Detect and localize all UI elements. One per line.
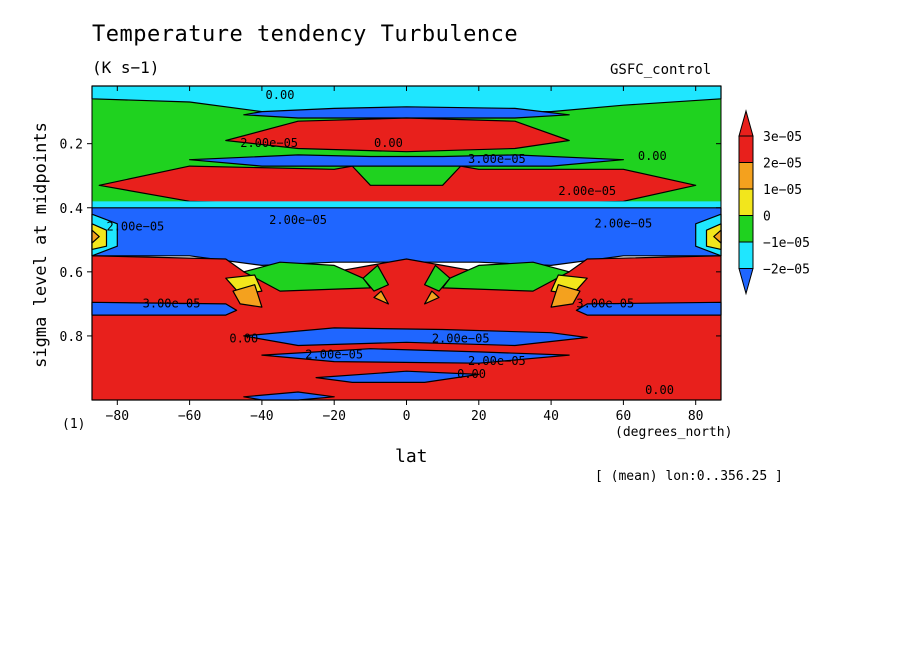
colorbar-swatch: [738, 241, 754, 269]
x-axis: −80 −60 −40 −20 0 20 40 60 80: [106, 86, 704, 424]
contour-region: [424, 290, 440, 305]
colorbar-swatch: [738, 188, 754, 216]
contour-label: 2.00e−05: [305, 348, 363, 362]
x-tick-label: −80: [106, 409, 129, 424]
contour-region: [424, 264, 451, 292]
contour-region: [243, 106, 570, 119]
colorbar-label: 2e−05: [763, 157, 802, 172]
contour-region: [225, 117, 570, 153]
panel-id: (1): [62, 417, 86, 432]
contour-region: [189, 154, 625, 167]
colorbar-arrow-top: [738, 109, 754, 137]
colorbar: 3e−05 2e−05 1e−05 0 −1e−05 −2e−05: [738, 109, 810, 296]
contour-label: 0.00: [638, 149, 667, 163]
x-tick-label: 0: [403, 409, 411, 424]
contour-label: 2.00e−05: [106, 219, 164, 233]
x-tick-label: 60: [616, 409, 632, 424]
contour-label: 0.00: [457, 367, 486, 381]
x-tick-label: −20: [322, 409, 345, 424]
x-tick-label: 80: [688, 409, 704, 424]
contour-region: [442, 261, 570, 292]
contour-label: 2.00e−05: [432, 332, 490, 346]
chart-title: Temperature tendency Turbulence: [92, 22, 519, 47]
contour-label: 2.00e−05: [240, 136, 298, 150]
y-tick-label: 0.2: [60, 138, 83, 153]
contour-label: 2.00e−05: [468, 354, 526, 368]
contour-region: [373, 290, 389, 305]
x-tick-label: −40: [250, 409, 273, 424]
contour-label: 0.00: [229, 332, 258, 346]
contour-region: [243, 391, 335, 401]
averaging-note: [ (mean) lon:0..356.25 ]: [595, 469, 783, 484]
contour-label: 0.00: [374, 136, 403, 150]
contour-label: 2.00e−05: [269, 213, 327, 227]
y-tick-label: 0.4: [60, 202, 84, 217]
colorbar-swatch: [738, 162, 754, 190]
contour-region: [243, 327, 588, 347]
colorbar-label: −1e−05: [763, 236, 810, 251]
contour-region: [92, 201, 721, 211]
colorbar-swatch: [738, 215, 754, 243]
dataset-label: GSFC_control: [610, 62, 712, 78]
y-tick-label: 0.8: [60, 330, 83, 345]
contour-label: 2.00e−05: [594, 216, 652, 230]
contour-labels: 0.000.002.00e−05 0.003.00e−052.00e−052.00…: [106, 88, 674, 397]
contour-field: [91, 85, 722, 401]
contour-label: 2.00e−05: [558, 184, 616, 198]
colorbar-label: 0: [763, 210, 771, 225]
contour-label: 0.00: [645, 383, 674, 397]
contour-label: 3.00e−05: [576, 296, 634, 310]
colorbar-label: −2e−05: [763, 263, 810, 278]
contour-region: [261, 348, 570, 364]
y-axis: 0.2 0.4 0.6 0.8: [60, 138, 721, 345]
x-tick-label: 20: [471, 409, 487, 424]
x-axis-label: lat: [395, 446, 428, 467]
x-axis-units: (degrees_north): [615, 425, 733, 440]
contour-region: [315, 370, 480, 383]
contour-label: 3.00e−05: [468, 152, 526, 166]
contour-label: 0.00: [266, 88, 295, 102]
units-label: (K s−1): [92, 58, 160, 77]
x-tick-label: 40: [543, 409, 559, 424]
x-tick-label: −60: [178, 409, 201, 424]
colorbar-label: 3e−05: [763, 130, 802, 145]
contour-label: 3.00e−05: [143, 296, 201, 310]
y-tick-label: 0.6: [60, 266, 83, 281]
contour-region: [550, 284, 581, 308]
contour-region: [362, 264, 389, 292]
contour-region: [232, 284, 263, 308]
colorbar-arrow-bottom: [738, 268, 754, 296]
colorbar-swatch: [738, 135, 754, 163]
colorbar-label: 1e−05: [763, 183, 802, 198]
